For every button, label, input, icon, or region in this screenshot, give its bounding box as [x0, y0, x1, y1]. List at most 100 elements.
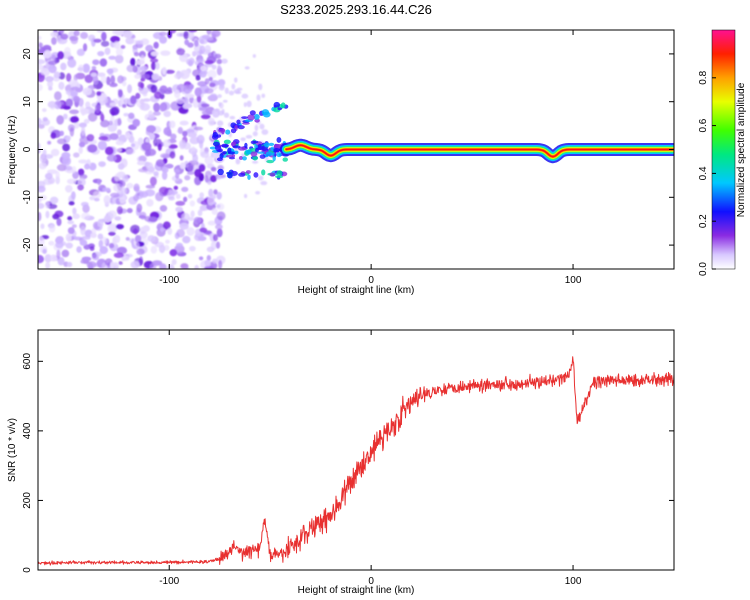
- noise-blob: [71, 165, 77, 174]
- noise-blob: [175, 193, 181, 200]
- noise-blob: [184, 39, 190, 46]
- noise-blob: [80, 212, 91, 220]
- noise-blob: [251, 160, 259, 164]
- noise-blob: [257, 175, 264, 181]
- noise-blob: [113, 41, 121, 49]
- noise-blob: [127, 84, 133, 94]
- onset-burst: [259, 154, 266, 159]
- noise-blob: [194, 264, 199, 269]
- noise-blob: [108, 231, 116, 236]
- noise-blob: [179, 162, 186, 170]
- noise-blob: [78, 64, 84, 73]
- noise-blob: [240, 137, 246, 142]
- onset-burst: [252, 155, 259, 161]
- onset-burst: [277, 107, 282, 111]
- noise-blob: [114, 30, 124, 36]
- colorbar-tick-label: 0.6: [698, 118, 709, 132]
- noise-blob: [110, 110, 116, 117]
- noise-blob: [216, 175, 222, 180]
- noise-blob: [38, 35, 42, 41]
- noise-blob: [42, 108, 47, 113]
- noise-blob: [49, 254, 58, 262]
- noise-blob: [183, 84, 193, 94]
- noise-blob: [80, 225, 86, 236]
- onset-burst: [272, 155, 276, 162]
- noise-blob: [204, 155, 214, 165]
- onset-burst: [217, 168, 224, 176]
- noise-blob: [73, 152, 80, 158]
- noise-blob: [204, 59, 214, 65]
- noise-blob: [120, 158, 128, 168]
- noise-blob: [169, 249, 178, 257]
- noise-blob: [259, 123, 265, 130]
- noise-blob: [66, 135, 71, 141]
- noise-blob: [134, 73, 142, 79]
- noise-blob: [40, 223, 45, 230]
- noise-blob: [45, 210, 50, 219]
- onset-burst: [232, 145, 241, 149]
- noise-blob: [194, 39, 199, 47]
- noise-blob: [165, 163, 174, 169]
- noise-blob: [159, 205, 168, 212]
- noise-blob: [78, 159, 88, 164]
- noise-blob: [126, 64, 136, 73]
- noise-blob: [47, 101, 57, 108]
- noise-blob: [140, 82, 145, 89]
- onset-burst: [268, 142, 275, 146]
- noise-blob: [162, 67, 167, 75]
- noise-blob: [146, 125, 156, 133]
- noise-blob: [72, 207, 77, 215]
- noise-blob: [218, 102, 222, 107]
- noise-blob: [62, 143, 71, 152]
- noise-blob: [217, 64, 221, 69]
- noise-blob: [145, 44, 154, 52]
- onset-burst: [221, 143, 229, 148]
- noise-blob: [44, 172, 53, 180]
- noise-blob: [177, 126, 183, 134]
- noise-blob: [224, 87, 229, 95]
- noise-blob: [66, 73, 72, 82]
- noise-blob: [207, 69, 217, 79]
- onset-burst: [219, 152, 224, 159]
- noise-blob: [58, 81, 65, 90]
- noise-blob: [165, 239, 170, 244]
- noise-blob: [63, 113, 68, 120]
- noise-blob: [128, 112, 135, 120]
- spectrogram-y-tick-label: -20: [22, 237, 33, 252]
- onset-burst: [266, 159, 275, 164]
- noise-blob: [161, 171, 168, 180]
- noise-blob: [115, 140, 125, 146]
- noise-blob: [204, 45, 212, 54]
- noise-blob: [56, 217, 62, 227]
- onset-burst: [264, 142, 270, 148]
- snr-x-label: Height of straight line (km): [298, 585, 415, 596]
- spectrogram-y-tick-label: 0: [22, 146, 33, 152]
- noise-blob: [139, 65, 148, 72]
- noise-blob: [77, 177, 86, 187]
- noise-blob: [109, 102, 117, 107]
- noise-blob: [99, 58, 108, 67]
- noise-blob: [189, 200, 196, 207]
- onset-burst: [229, 156, 236, 160]
- noise-blob: [254, 124, 259, 132]
- snr-y-label: SNR (10 * v/v): [7, 418, 18, 482]
- noise-blob: [84, 163, 90, 170]
- noise-blob: [174, 89, 181, 99]
- noise-blob: [65, 90, 71, 95]
- noise-blob: [38, 117, 42, 126]
- colorbar-tick-label: 0.0: [698, 262, 709, 276]
- noise-blob: [132, 45, 138, 55]
- onset-burst: [249, 110, 256, 116]
- noise-blob: [198, 164, 206, 172]
- noise-blob: [75, 72, 86, 80]
- noise-blob: [197, 58, 205, 63]
- noise-blob: [176, 72, 185, 78]
- noise-blob: [256, 94, 261, 101]
- noise-blob: [138, 155, 147, 163]
- noise-blob: [80, 32, 89, 40]
- noise-blob: [192, 153, 199, 163]
- noise-blob: [223, 112, 230, 118]
- noise-blob: [55, 101, 65, 106]
- noise-blob: [190, 210, 195, 218]
- onset-burst: [261, 169, 266, 176]
